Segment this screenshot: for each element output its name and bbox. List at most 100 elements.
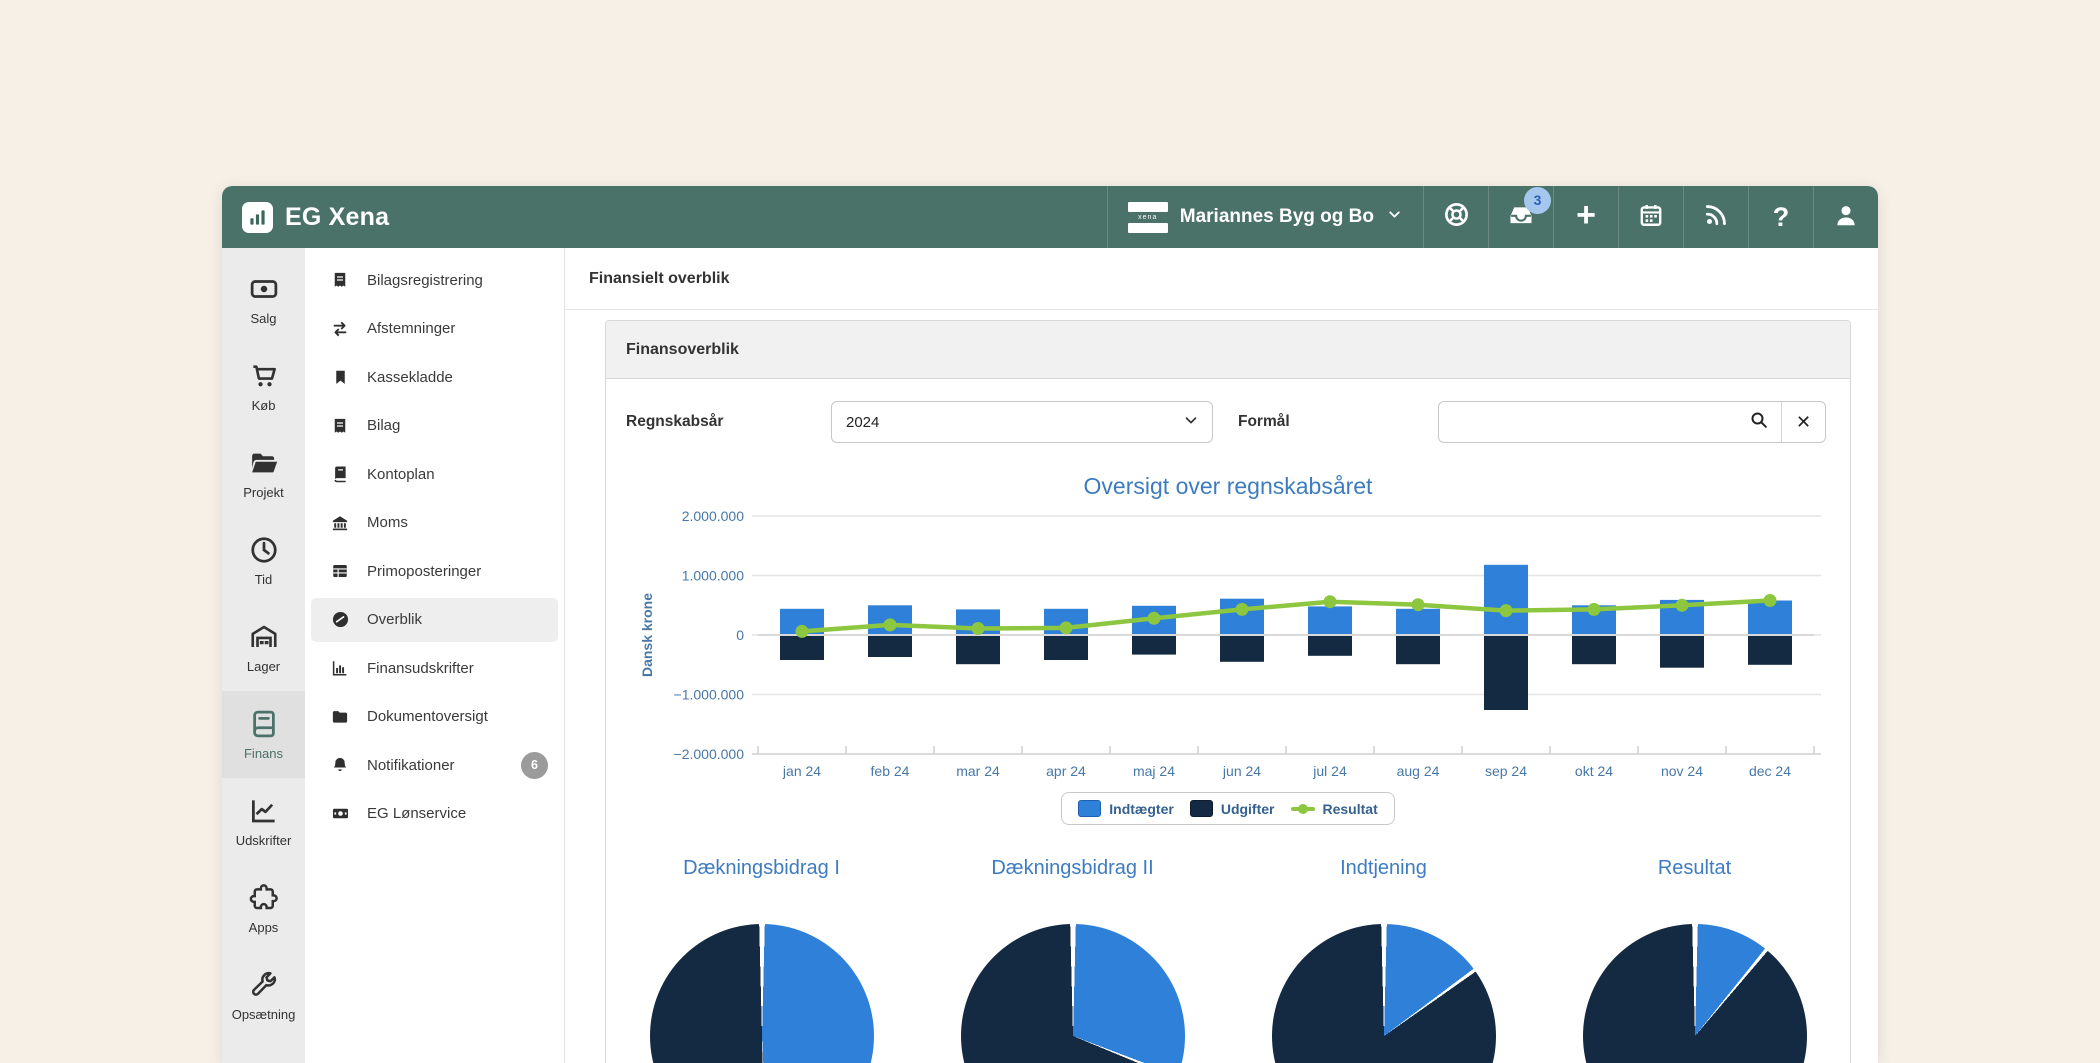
rss-icon bbox=[1703, 202, 1729, 233]
gauge-icon bbox=[330, 610, 350, 629]
resultat-point[interactable] bbox=[884, 618, 897, 631]
rail-item-lager[interactable]: Lager bbox=[222, 604, 305, 691]
bar-udgifter[interactable] bbox=[868, 635, 912, 657]
close-icon: ✕ bbox=[1796, 412, 1811, 433]
calendar-button[interactable] bbox=[1618, 186, 1683, 248]
resultat-point[interactable] bbox=[1060, 621, 1073, 634]
fiscal-year-label: Regnskabsår bbox=[626, 413, 831, 431]
x-tick-label: nov 24 bbox=[1661, 763, 1703, 779]
menu-item-kassekladde[interactable]: Kassekladde bbox=[311, 355, 558, 399]
chart-legend[interactable]: Indtægter Udgifter Resultat bbox=[1061, 792, 1394, 825]
menu-label: Kassekladde bbox=[367, 369, 453, 386]
bar-indtaegter[interactable] bbox=[1396, 609, 1440, 635]
menu-item-kontoplan[interactable]: Kontoplan bbox=[311, 452, 558, 496]
bar-udgifter[interactable] bbox=[1572, 635, 1616, 664]
desktop-background: { "header": { "app_name": "EG Xena", "co… bbox=[0, 0, 2100, 1063]
menu-label: Afstemninger bbox=[367, 320, 455, 337]
menu-item-afstemninger[interactable]: Afstemninger bbox=[311, 307, 558, 351]
rail-label: Finans bbox=[244, 746, 283, 761]
pie-chart[interactable] bbox=[650, 924, 874, 1063]
menu-item-eg-loenservice[interactable]: EG Lønservice bbox=[311, 792, 558, 836]
bar-udgifter[interactable] bbox=[1396, 635, 1440, 664]
x-tick-label: maj 24 bbox=[1133, 763, 1175, 779]
menu-item-bilagsregistrering[interactable]: Bilagsregistrering bbox=[311, 258, 558, 302]
resultat-point[interactable] bbox=[1236, 603, 1249, 616]
clear-search-button[interactable]: ✕ bbox=[1782, 402, 1825, 442]
menu-item-primoposteringer[interactable]: Primoposteringer bbox=[311, 549, 558, 593]
legend-item-udgifter[interactable]: Udgifter bbox=[1190, 800, 1275, 817]
bar-udgifter[interactable] bbox=[1132, 635, 1176, 655]
pie-chart[interactable] bbox=[961, 924, 1185, 1063]
plus-icon: + bbox=[1576, 200, 1596, 230]
inbox-button[interactable]: 3 bbox=[1488, 186, 1553, 248]
rail-item-tid[interactable]: Tid bbox=[222, 517, 305, 604]
y-tick-label: 0 bbox=[736, 627, 744, 643]
resultat-point[interactable] bbox=[1412, 598, 1425, 611]
y-tick-label: 1.000.000 bbox=[682, 568, 744, 584]
bar-udgifter[interactable] bbox=[1660, 635, 1704, 668]
bar-udgifter[interactable] bbox=[956, 635, 1000, 664]
help-button[interactable]: ? bbox=[1748, 186, 1813, 248]
menu-item-finansudskrifter[interactable]: Finansudskrifter bbox=[311, 646, 558, 690]
menu-item-dokumentoversigt[interactable]: Dokumentoversigt bbox=[311, 695, 558, 739]
bar-udgifter[interactable] bbox=[1484, 635, 1528, 710]
user-button[interactable] bbox=[1813, 186, 1878, 248]
bar-udgifter[interactable] bbox=[1308, 635, 1352, 656]
rail-item-udskrifter[interactable]: Udskrifter bbox=[222, 778, 305, 865]
legend-item-resultat[interactable]: Resultat bbox=[1291, 801, 1378, 817]
company-selector[interactable]: xena Mariannes Byg og Bo bbox=[1107, 186, 1423, 248]
panel-header: Finansoverblik bbox=[606, 321, 1850, 379]
y-tick-label: −2.000.000 bbox=[674, 746, 745, 762]
resultat-point[interactable] bbox=[1764, 594, 1777, 607]
purpose-search-input[interactable] bbox=[1439, 402, 1737, 442]
bookmark-icon bbox=[330, 369, 350, 386]
app-body: Salg Køb Projekt Tid Lager Finans bbox=[222, 248, 1878, 1063]
bar-udgifter[interactable] bbox=[1748, 635, 1792, 665]
resultat-point[interactable] bbox=[1324, 595, 1337, 608]
bar-udgifter[interactable] bbox=[1044, 635, 1088, 660]
banknote-icon bbox=[249, 274, 279, 304]
search-icon bbox=[1749, 410, 1769, 435]
bar-indtaegter[interactable] bbox=[1308, 606, 1352, 635]
x-tick-label: sep 24 bbox=[1485, 763, 1527, 779]
pie-chart[interactable] bbox=[1272, 924, 1496, 1063]
bar-indtaegter[interactable] bbox=[1484, 565, 1528, 635]
rail-item-finans[interactable]: Finans bbox=[222, 691, 305, 778]
menu-item-moms[interactable]: Moms bbox=[311, 501, 558, 545]
rail-item-apps[interactable]: Apps bbox=[222, 865, 305, 952]
feed-button[interactable] bbox=[1683, 186, 1748, 248]
bar-udgifter[interactable] bbox=[1220, 635, 1264, 662]
resultat-point[interactable] bbox=[1500, 604, 1513, 617]
resultat-line bbox=[802, 601, 1770, 632]
x-tick-label: mar 24 bbox=[956, 763, 1000, 779]
menu-item-bilag[interactable]: Bilag bbox=[311, 404, 558, 448]
resultat-point[interactable] bbox=[796, 625, 809, 638]
rail-label: Køb bbox=[252, 398, 276, 413]
support-button[interactable] bbox=[1423, 186, 1488, 248]
search-button[interactable] bbox=[1737, 402, 1781, 442]
rail-item-opsaetning[interactable]: Opsætning bbox=[222, 952, 305, 1039]
bar-udgifter[interactable] bbox=[780, 635, 824, 660]
y-axis-label: Dansk krone bbox=[639, 593, 655, 677]
resultat-point[interactable] bbox=[1588, 603, 1601, 616]
pie-chart[interactable] bbox=[1583, 924, 1807, 1063]
menu-item-overblik[interactable]: Overblik bbox=[311, 598, 558, 642]
menu-label: Bilagsregistrering bbox=[367, 272, 483, 289]
rail-item-projekt[interactable]: Projekt bbox=[222, 430, 305, 517]
folder-open-icon bbox=[249, 448, 279, 478]
legend-item-indtaegter[interactable]: Indtægter bbox=[1078, 800, 1174, 817]
warehouse-icon bbox=[249, 622, 279, 652]
resultat-point[interactable] bbox=[1148, 612, 1161, 625]
y-tick-label: −1.000.000 bbox=[674, 687, 745, 703]
rail-label: Lager bbox=[247, 659, 280, 674]
add-button[interactable]: + bbox=[1553, 186, 1618, 248]
app-brand[interactable]: EG Xena bbox=[222, 186, 389, 248]
fiscal-year-select[interactable]: 2024 bbox=[831, 401, 1213, 443]
resultat-point[interactable] bbox=[972, 622, 985, 635]
rail-item-koeb[interactable]: Køb bbox=[222, 343, 305, 430]
bar-line-chart-svg: 2.000.0001.000.0000−1.000.000−2.000.000j… bbox=[606, 504, 1850, 788]
pie-resultat: Resultat bbox=[1539, 857, 1850, 1063]
resultat-point[interactable] bbox=[1676, 599, 1689, 612]
menu-item-notifikationer[interactable]: Notifikationer 6 bbox=[311, 743, 558, 787]
rail-item-salg[interactable]: Salg bbox=[222, 256, 305, 343]
